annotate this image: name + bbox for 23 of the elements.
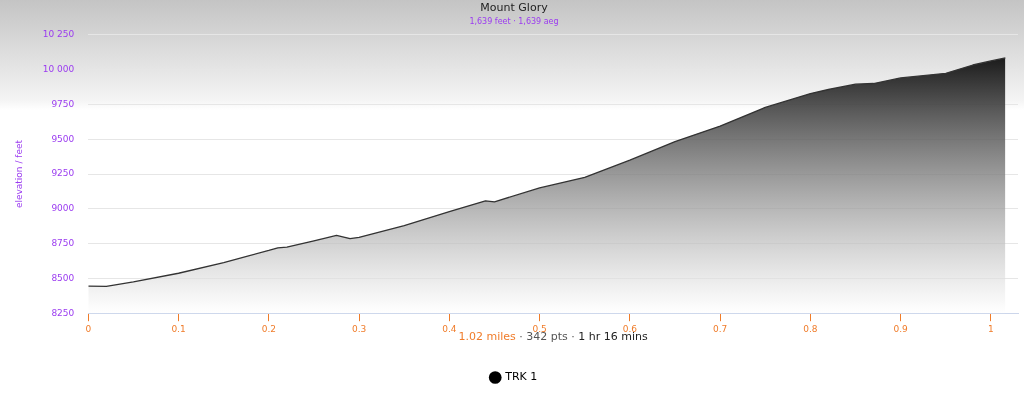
chart-subtitle: 1,639 feet · 1,639 aeg — [469, 17, 559, 27]
x-tick-label: 0.7 — [712, 323, 728, 334]
x-tick-label: 0.9 — [893, 323, 909, 334]
y-tick-label: 9500 — [51, 133, 75, 144]
x-tick-label: 0.2 — [261, 323, 276, 334]
x-tick-label: 0.4 — [442, 323, 457, 334]
y-tick-label: 10 000 — [42, 63, 75, 74]
legend-label: TRK 1 — [504, 370, 538, 384]
y-tick-label: 8500 — [51, 272, 75, 283]
y-tick-label: 9750 — [51, 98, 75, 109]
y-tick-label: 8250 — [51, 307, 75, 318]
x-tick-label: 0.8 — [803, 323, 818, 334]
chart-title: Mount Glory — [480, 1, 549, 15]
x-tick-label: 0.1 — [171, 323, 186, 334]
y-axis-title: elevation / feet — [13, 139, 24, 209]
y-tick-label: 10 250 — [42, 29, 75, 40]
y-tick-label: 9000 — [51, 203, 75, 214]
x-tick-label: 0 — [85, 323, 92, 334]
x-tick-label: 0.6 — [622, 323, 638, 334]
y-tick-label: 8750 — [51, 237, 75, 248]
y-tick-label: 9250 — [51, 168, 75, 179]
x-tick-label: 1 — [988, 323, 994, 334]
x-tick-label: 0.3 — [351, 323, 367, 334]
